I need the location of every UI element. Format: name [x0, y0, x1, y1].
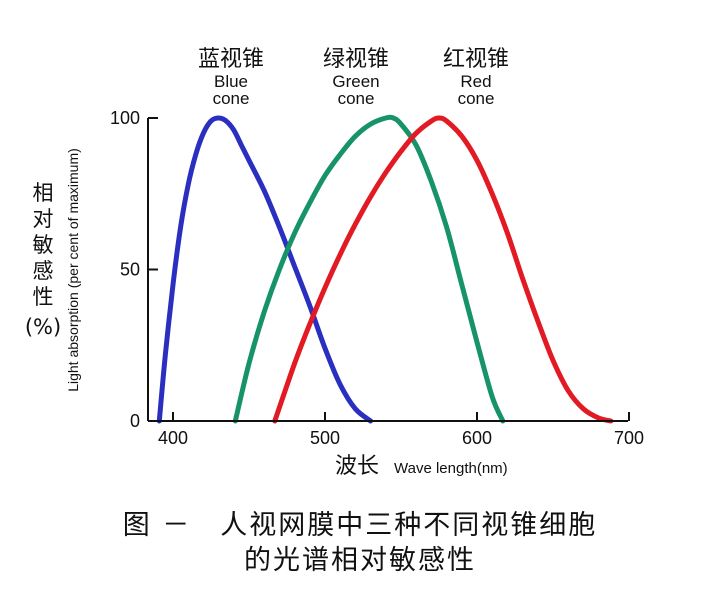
figure-caption-line-2: 的光谱相对敏感性: [244, 545, 476, 576]
x-tick-label-600: 600: [462, 428, 492, 448]
x-tick-label-700: 700: [614, 428, 644, 448]
series-label-cn-red: 红视锥: [443, 47, 509, 72]
series-label-en2-blue: cone: [213, 89, 250, 108]
y-axis-label-cn: 相对敏感性 (%): [25, 181, 61, 339]
series-line-red-cone: [272, 115, 614, 424]
y-label-char-4: 性: [33, 285, 54, 309]
x-tick-label-400: 400: [158, 428, 188, 448]
series-label-cn-green: 绿视锥: [323, 47, 389, 72]
y-label-char-1: 对: [33, 207, 54, 231]
y-label-char-2: 敏: [33, 233, 54, 257]
y-label-char-0: 相: [33, 181, 54, 205]
series-line-blue-cone: [156, 115, 374, 424]
y-tick-label-50: 50: [120, 260, 140, 280]
y-label-char-3: 感: [33, 259, 54, 283]
y-label-char-5: (%): [25, 315, 61, 339]
series-label-cn-blue: 蓝视锥: [198, 47, 264, 72]
series-label-en1-red: Red: [460, 72, 491, 91]
x-axis-label-en: Wave length(nm): [394, 460, 508, 477]
y-tick-label-100: 100: [110, 108, 140, 128]
series-label-en2-red: cone: [458, 89, 495, 108]
series-label-en1-blue: Blue: [214, 72, 248, 91]
axes-layer: [147, 118, 628, 422]
y-tick-label-0: 0: [130, 411, 140, 431]
series-label-en2-green: cone: [338, 89, 375, 108]
y-axis-label-en: Light absorption (per cent of maximum): [65, 148, 81, 392]
series-label-en1-green: Green: [332, 72, 379, 91]
x-tick-label-500: 500: [310, 428, 340, 448]
series-line-green-cone: [232, 114, 506, 424]
ticks-layer: 400 500 600 700 0 50 100: [110, 108, 644, 448]
x-axis-label-cn: 波长: [335, 454, 379, 479]
curves-layer: [156, 114, 614, 424]
figure-caption-line-1: 图 － 人视网膜中三种不同视锥细胞: [122, 510, 598, 541]
